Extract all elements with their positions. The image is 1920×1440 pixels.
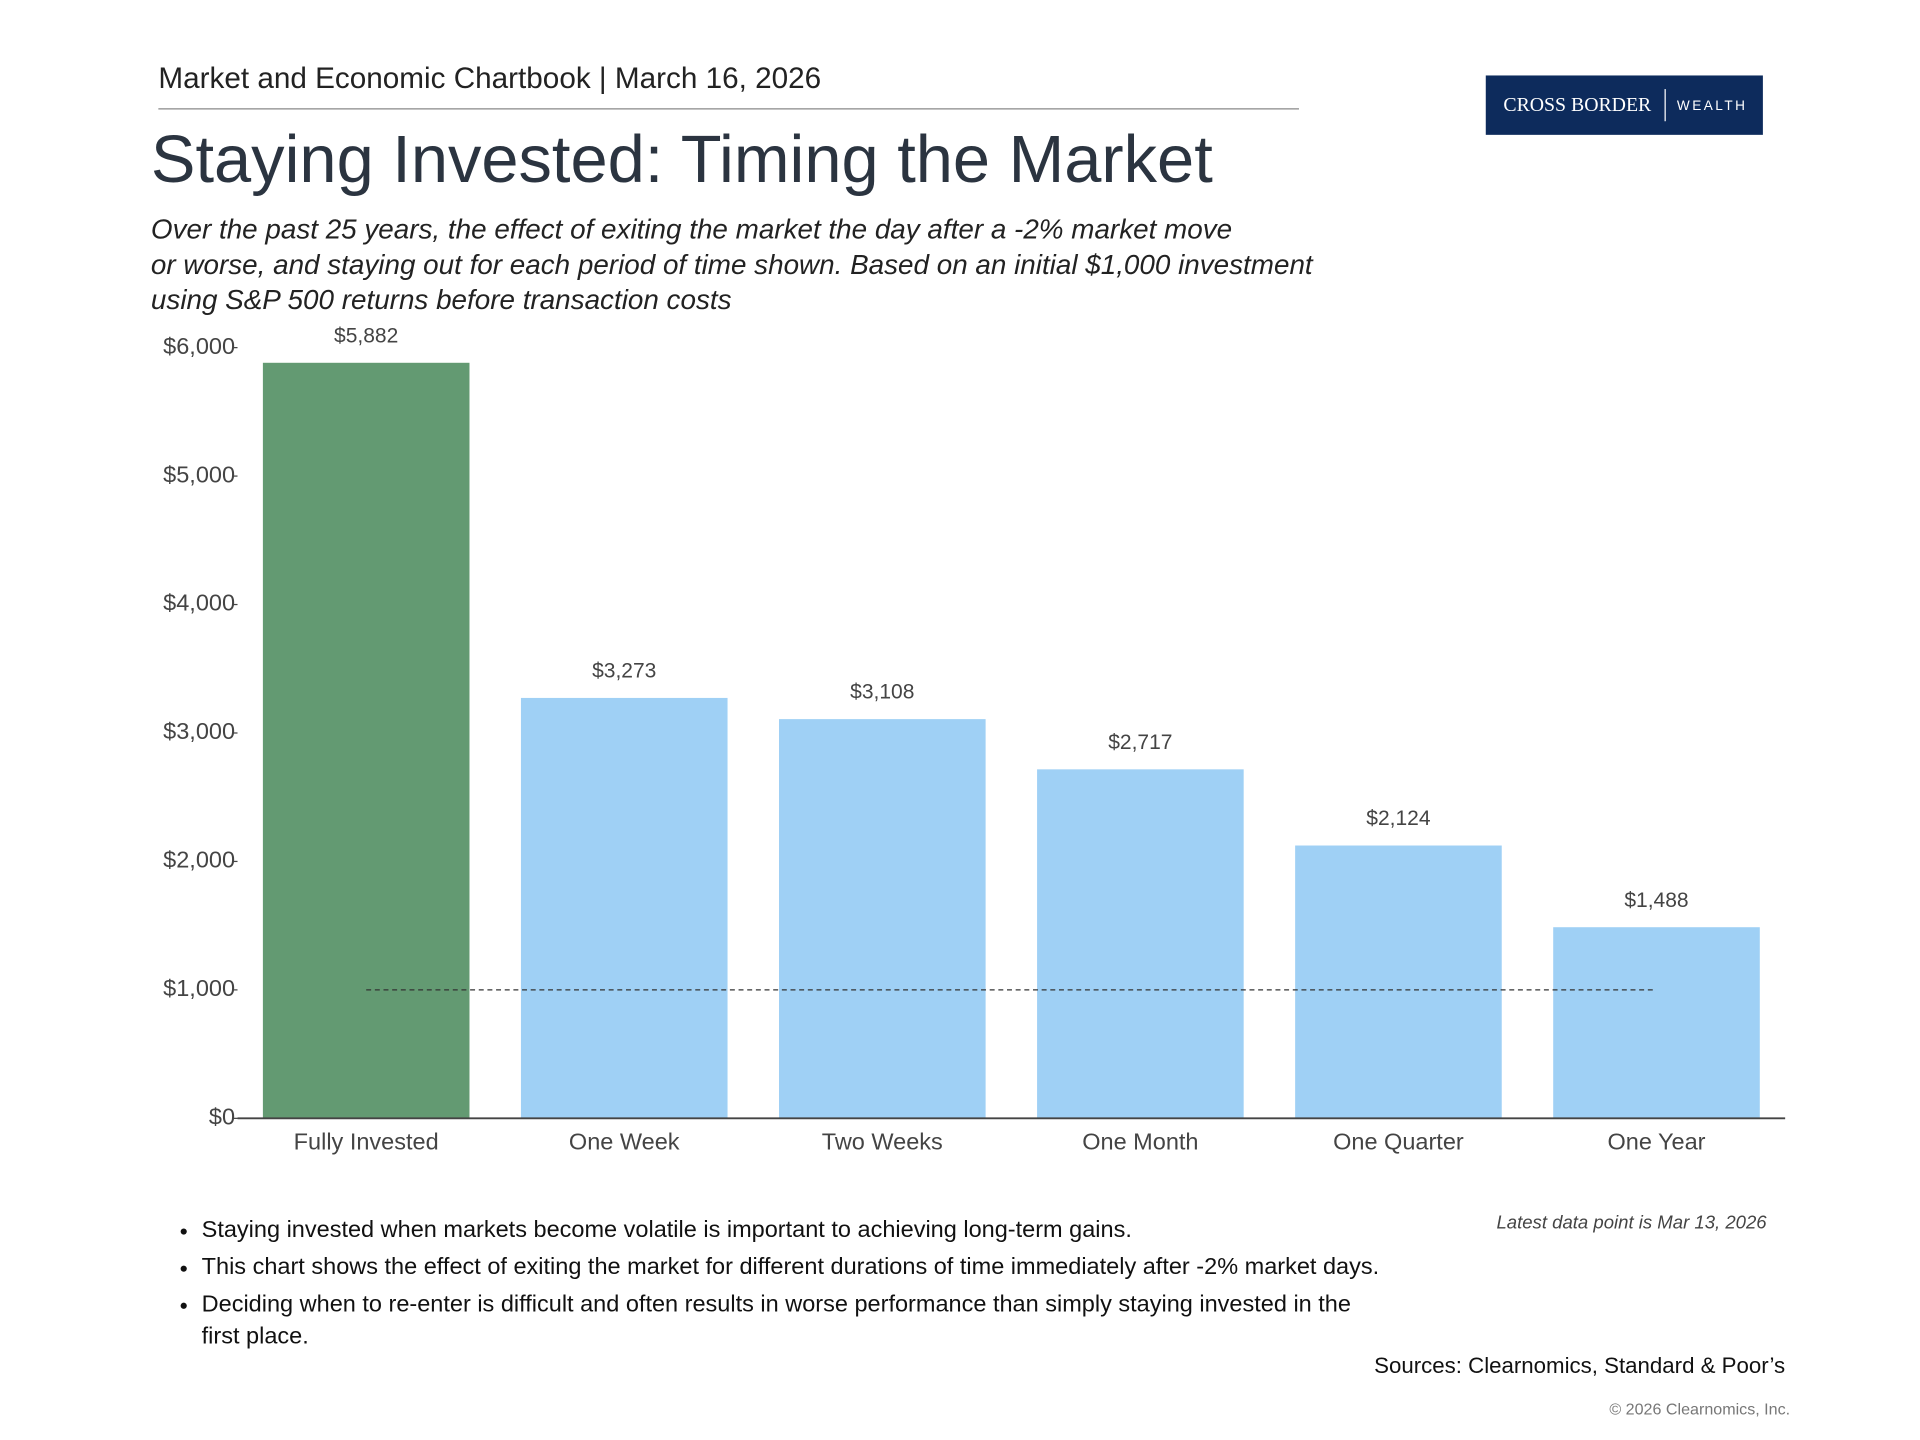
y-tick-label: $3,000 <box>163 718 235 744</box>
value-label: $1,488 <box>1624 889 1688 912</box>
y-tick-label: $2,000 <box>163 847 235 873</box>
bar <box>262 362 470 1119</box>
logo-tag: WEALTH <box>1677 98 1747 113</box>
bullets: Staying invested when markets become vol… <box>168 1215 1380 1354</box>
subtitle-line: using S&P 500 returns before transaction… <box>151 284 732 315</box>
logo-box <box>1485 75 1763 135</box>
bullet: Staying invested when markets become vol… <box>202 1215 1381 1247</box>
value-label: $2,717 <box>1108 731 1172 754</box>
value-label: $3,108 <box>850 681 914 704</box>
x-tick-label: Fully Invested <box>294 1128 439 1154</box>
bullet: This chart shows the effect of exiting t… <box>202 1252 1381 1284</box>
subtitle-line: Over the past 25 years, the effect of ex… <box>151 214 1232 245</box>
bar <box>1553 927 1760 1119</box>
bar <box>1037 769 1244 1119</box>
bar <box>520 697 728 1119</box>
chart-title: Staying Invested: Timing the Market <box>151 123 1213 197</box>
subtitle-line: or worse, and staying out for each perio… <box>151 249 1314 280</box>
x-tick-label: One Week <box>569 1128 680 1154</box>
x-tick-label: One Quarter <box>1333 1128 1464 1154</box>
value-label: $2,124 <box>1366 807 1431 830</box>
x-tick-label: One Year <box>1607 1128 1705 1154</box>
latest-note: Latest data point is Mar 13, 2026 <box>1496 1211 1767 1232</box>
bar <box>1295 845 1502 1119</box>
header: Market and Economic Chartbook | March 16… <box>158 62 821 95</box>
bullet: Deciding when to re-enter is difficult a… <box>202 1289 1381 1353</box>
subtitle: Over the past 25 years, the effect of ex… <box>151 214 1314 316</box>
value-label: $3,273 <box>592 660 656 683</box>
value-label: $5,882 <box>334 324 398 347</box>
sources: Sources: Clearnomics, Standard & Poor’s <box>1374 1353 1785 1378</box>
logo-name: CROSS BORDER <box>1503 94 1652 116</box>
bar <box>779 719 986 1119</box>
y-tick-label: $6,000 <box>163 333 235 359</box>
x-tick-label: Two Weeks <box>822 1128 943 1154</box>
x-tick-label: One Month <box>1082 1128 1198 1154</box>
y-tick-label: $1,000 <box>163 975 235 1001</box>
y-tick-label: $5,000 <box>163 461 235 487</box>
bullets-box: Staying invested when markets become vol… <box>168 1215 1380 1401</box>
y-tick-label: $0 <box>209 1104 235 1130</box>
y-tick-label: $4,000 <box>163 590 235 616</box>
bullet-list: Staying invested when markets become vol… <box>168 1215 1380 1354</box>
copyright: © 2026 Clearnomics, Inc. <box>1609 1401 1790 1419</box>
